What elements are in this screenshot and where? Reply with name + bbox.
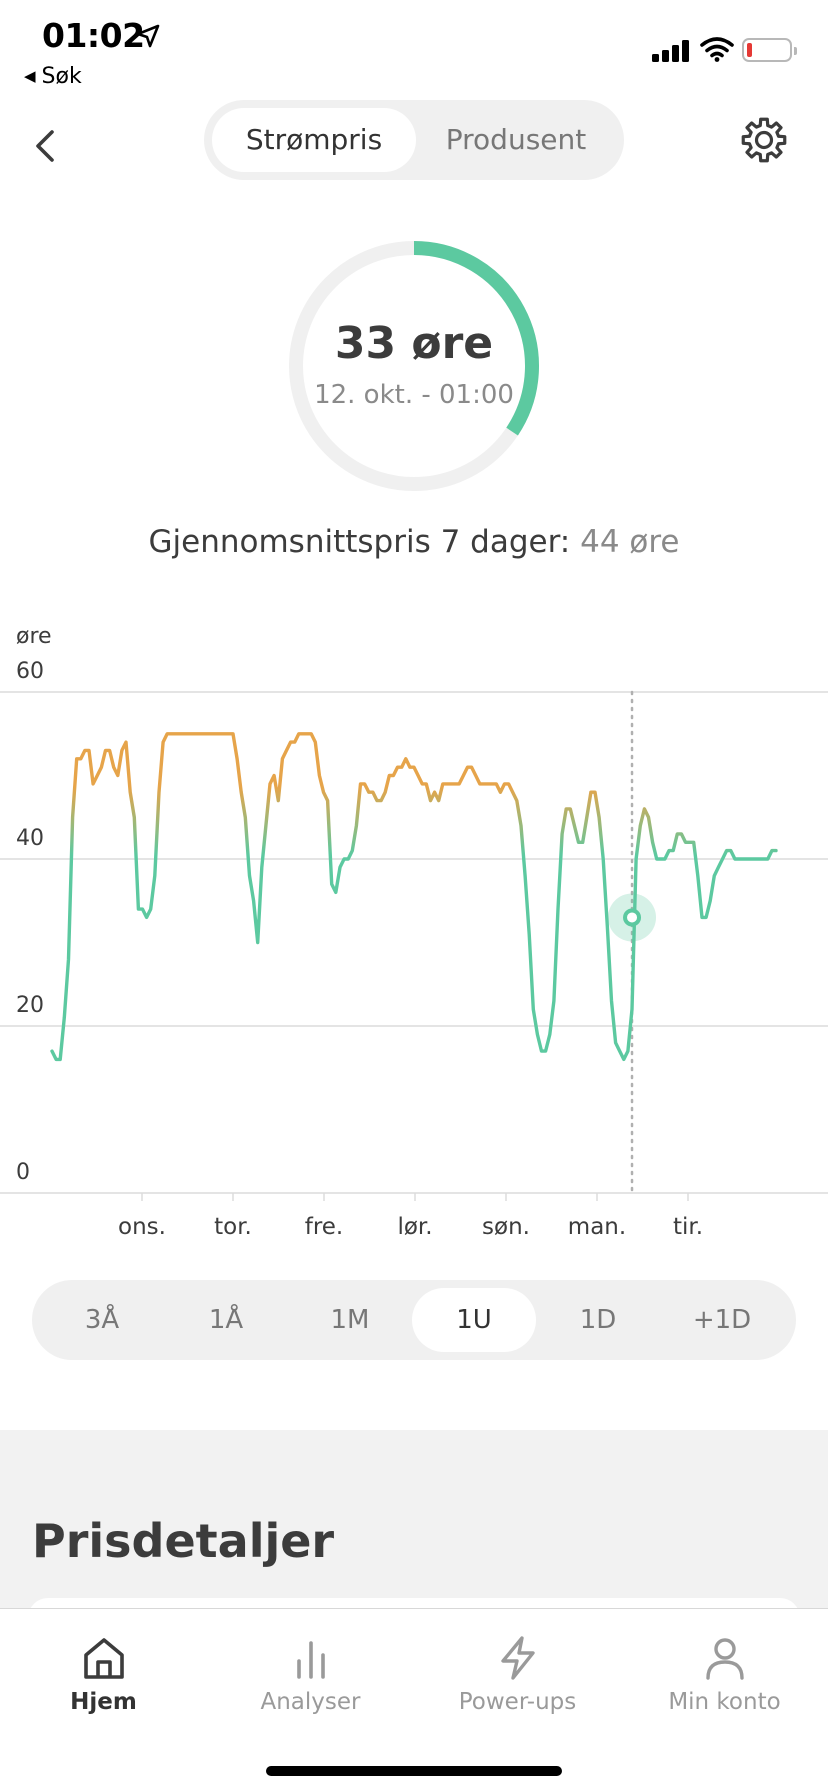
battery-icon (742, 38, 797, 62)
range-1-month[interactable]: 1M (330, 1305, 370, 1335)
gear-icon (741, 117, 787, 163)
nav-analyser[interactable]: Analyser (207, 1635, 414, 1715)
nav-min-konto[interactable]: Min konto (621, 1635, 828, 1715)
status-bar: 01:02 ◀ Søk (0, 0, 828, 90)
cellular-signal-icon (652, 38, 690, 62)
bottom-navigation: Hjem Analyser Power-ups Min konto (0, 1608, 828, 1792)
current-price-value: 33 øre (334, 318, 494, 369)
range-1-week[interactable]: 1U (412, 1288, 536, 1352)
price-series-line (50, 732, 778, 1062)
nav-hjem-label: Hjem (70, 1689, 137, 1715)
nav-analyser-label: Analyser (260, 1689, 361, 1715)
back-to-app-link[interactable]: ◀ Søk (24, 64, 82, 89)
average-price: Gjennomsnittspris 7 dager: 44 øre (0, 524, 828, 560)
gauge-progress-arc (413, 241, 539, 436)
price-gauge (289, 241, 539, 491)
settings-button[interactable] (738, 114, 790, 166)
back-button[interactable] (26, 124, 66, 168)
nav-power-ups-label: Power-ups (458, 1689, 577, 1715)
price-type-toggle: Strømpris Produsent (204, 100, 624, 180)
lightning-icon (500, 1636, 535, 1680)
chevron-left-icon (36, 130, 54, 162)
price-chart[interactable]: øre 60 40 20 0 ons. tor. fre. lør. søn. man. tir. (0, 610, 828, 1250)
range-3-years[interactable]: 3Å (84, 1305, 120, 1335)
location-arrow-icon (136, 24, 160, 48)
nav-hjem[interactable]: Hjem (0, 1635, 207, 1715)
x-tick-label: fre. (305, 1214, 344, 1240)
clock: 01:02 (42, 16, 145, 55)
tab-produsent[interactable]: Produsent (445, 123, 587, 156)
x-tick-label: man. (568, 1214, 626, 1240)
tab-strompris[interactable]: Strømpris (212, 108, 416, 172)
back-app-label: Søk (41, 64, 82, 89)
person-icon (705, 1638, 744, 1680)
nav-min-konto-label: Min konto (668, 1689, 781, 1715)
x-tick-label: lør. (397, 1214, 432, 1240)
range-1-year[interactable]: 1Å (208, 1305, 244, 1335)
home-icon (83, 1638, 124, 1679)
x-tick-label: søn. (482, 1214, 530, 1240)
bar-chart-icon (296, 1641, 325, 1679)
x-tick-label: ons. (118, 1214, 166, 1240)
home-indicator (266, 1766, 562, 1776)
y-tick-label: 20 (16, 993, 44, 1018)
x-tick-label: tor. (214, 1214, 252, 1240)
range-1-day[interactable]: 1D (579, 1305, 617, 1335)
range-plus-1-day[interactable]: +1D (692, 1305, 752, 1335)
x-tick-label: tir. (673, 1214, 703, 1240)
nav-power-ups[interactable]: Power-ups (414, 1635, 621, 1715)
y-tick-label: 60 (16, 659, 44, 684)
average-price-label: Gjennomsnittspris 7 dager: (148, 524, 571, 560)
time-range-selector: 3Å 1Å 1M 1U 1D +1D (32, 1280, 796, 1360)
price-details-section: Prisdetaljer (0, 1430, 828, 1638)
y-tick-label: 0 (16, 1160, 30, 1185)
wifi-icon (700, 37, 734, 62)
selected-point-marker[interactable] (623, 908, 642, 927)
y-tick-label: 40 (16, 826, 44, 851)
back-triangle-icon: ◀ (24, 67, 36, 85)
price-details-title: Prisdetaljer (32, 1514, 335, 1568)
current-price-time: 12. okt. - 01:00 (314, 380, 514, 410)
average-price-value: 44 øre (580, 524, 680, 560)
y-axis-label: øre (16, 624, 52, 649)
